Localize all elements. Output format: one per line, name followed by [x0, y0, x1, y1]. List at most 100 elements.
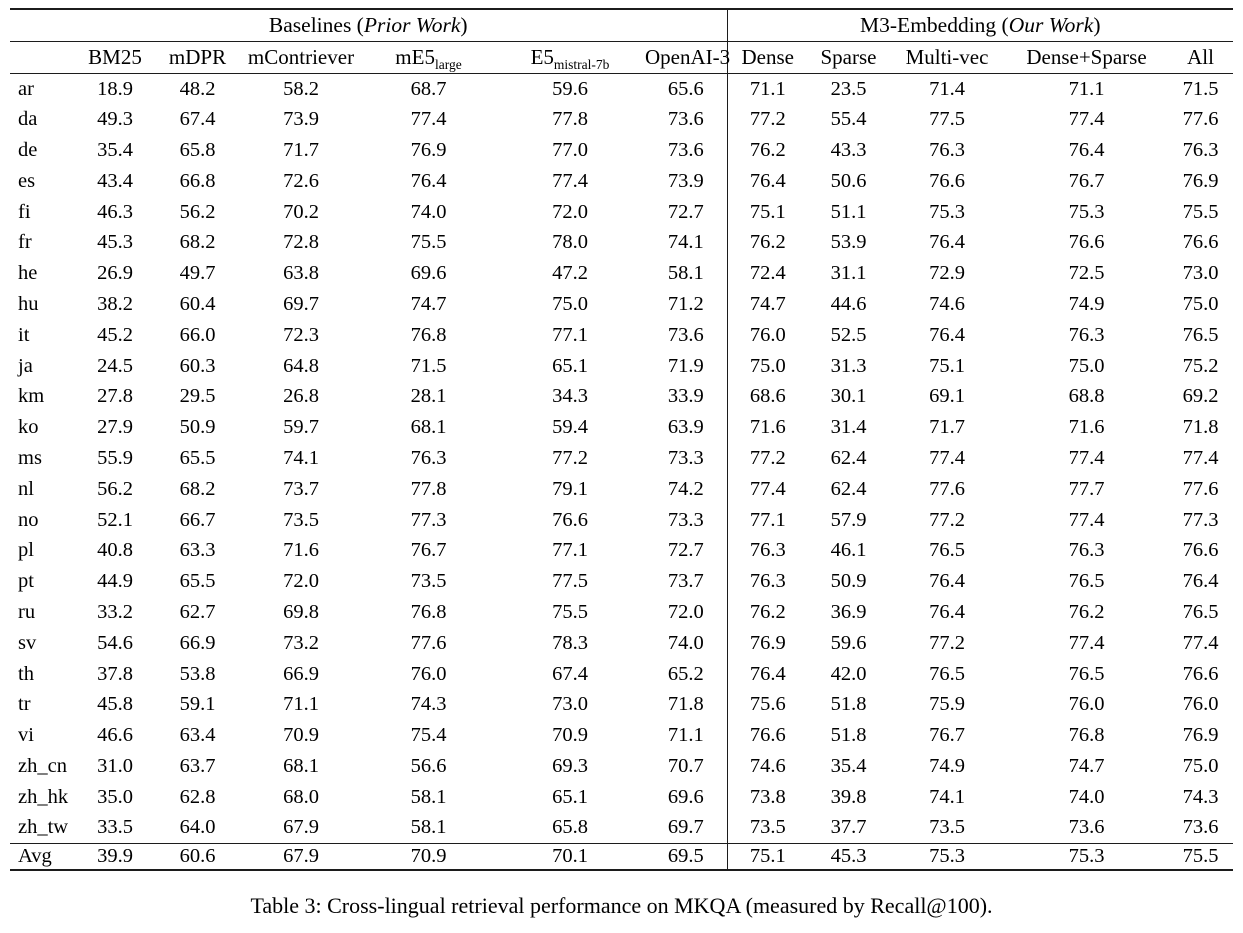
cell-zh_tw-openai3: 69.7 — [667, 816, 704, 839]
cell-ja-mcontriever: 64.8 — [283, 354, 319, 377]
cell-ko-me5: 68.1 — [410, 416, 447, 439]
cell-zh_hk-openai3: 69.6 — [667, 785, 704, 808]
column-header-bm25: BM25 — [75, 41, 155, 74]
cell-tr-bm25: 45.8 — [97, 693, 133, 716]
cell-es-openai3: 73.9 — [667, 169, 704, 192]
cell-hu-dense: 74.7 — [726, 289, 808, 320]
cell-zh_tw-mdpr: 64.0 — [179, 816, 216, 839]
cell-da-densesparse: 77.4 — [1068, 108, 1105, 131]
cell-fi-dense: 75.1 — [726, 196, 808, 228]
cell-nl-all: 77.6 — [1182, 477, 1219, 500]
table-row-de: de 35.4 65.8 71.7 76.9 77.0 73.6 76.2 43.3 76.3 76… — [10, 135, 1233, 166]
cell-Avg-bm25: 39.9 — [75, 842, 155, 871]
cell-da-mcontriever: 73.9 — [283, 108, 319, 131]
row-label: de — [18, 138, 38, 161]
table-row-pt: pt 44.9 65.5 72.0 73.5 77.5 73.7 76.3 50.9 76.4 76… — [10, 566, 1233, 598]
cell-vi-e5: 70.9 — [552, 724, 588, 747]
cell-de-densesparse: 76.4 — [1068, 138, 1105, 161]
cell-pt-mcontriever: 72.0 — [283, 570, 319, 593]
cell-km-all: 69.2 — [1182, 385, 1219, 408]
cell-ru-e5: 75.5 — [552, 600, 588, 623]
column-header-mdpr: mDPR — [155, 41, 240, 74]
column-header-mcontriever: mContriever — [240, 41, 362, 74]
table-row-fi: fi 46.3 56.2 70.2 74.0 72.0 72.7 75.1 51.1 75.3 75… — [10, 196, 1233, 228]
cell-zh_tw-densesparse: 73.6 — [1068, 816, 1105, 839]
cell-Avg-mdpr: 60.6 — [155, 842, 240, 871]
cell-es-mcontriever: 72.6 — [283, 169, 319, 192]
cell-no-multivec: 77.2 — [929, 508, 965, 531]
cell-da-openai3: 73.6 — [667, 108, 704, 131]
cell-fi-mcontriever: 70.2 — [283, 200, 319, 223]
cell-hu-densesparse: 74.9 — [1068, 292, 1105, 315]
table-row-ja: ja 24.5 60.3 64.8 71.5 65.1 71.9 75.0 31.3 75.1 75… — [10, 350, 1233, 382]
cell-vi-openai3: 71.1 — [667, 724, 704, 747]
table-caption: Table 3: Cross-lingual retrieval perform… — [250, 893, 993, 918]
cell-th-all: 76.6 — [1182, 662, 1219, 685]
cell-hu-all: 75.0 — [1182, 292, 1219, 315]
cell-Avg-dense: 75.1 — [726, 842, 808, 871]
cell-ms-openai3: 73.3 — [667, 446, 704, 469]
table-row-da: da 49.3 67.4 73.9 77.4 77.8 73.6 77.2 55.4 77.5 77… — [10, 104, 1233, 136]
cell-sv-all: 77.4 — [1182, 631, 1219, 654]
cell-tr-openai3: 71.8 — [667, 693, 704, 716]
cell-fi-sparse: 51.1 — [830, 200, 867, 223]
cell-he-mdpr: 49.7 — [179, 262, 216, 285]
column-header-me5: mE5large — [362, 41, 495, 74]
cell-ru-mcontriever: 69.8 — [283, 600, 319, 623]
cell-it-bm25: 45.2 — [97, 323, 133, 346]
cell-pt-multivec: 76.4 — [929, 570, 965, 593]
cell-ko-all: 71.8 — [1182, 416, 1219, 439]
cell-ko-openai3: 63.9 — [667, 416, 704, 439]
row-label: vi — [18, 724, 34, 747]
cell-no-openai3: 73.3 — [667, 508, 704, 531]
cell-nl-densesparse: 77.7 — [1068, 477, 1105, 500]
cell-ru-all: 76.5 — [1182, 600, 1219, 623]
cell-zh_cn-multivec: 74.9 — [929, 754, 965, 777]
cell-ja-me5: 71.5 — [410, 354, 447, 377]
cell-ar-sparse: 23.5 — [830, 77, 867, 100]
row-label: ar — [18, 77, 34, 100]
cell-it-all: 76.5 — [1182, 323, 1219, 346]
cell-ru-multivec: 76.4 — [929, 600, 965, 623]
cell-ar-dense: 71.1 — [726, 73, 808, 105]
cell-pt-e5: 77.5 — [552, 570, 588, 593]
cell-nl-sparse: 62.4 — [830, 477, 867, 500]
cell-zh_hk-mdpr: 62.8 — [179, 785, 216, 808]
row-label: fr — [18, 231, 32, 254]
row-label: es — [18, 169, 36, 192]
cell-tr-mdpr: 59.1 — [179, 693, 216, 716]
cell-hu-openai3: 71.2 — [667, 292, 704, 315]
cell-nl-e5: 79.1 — [552, 477, 588, 500]
table-row-zh_cn: zh_cn 31.0 63.7 68.1 56.6 69.3 70.7 74.6 35.4 74.… — [10, 751, 1233, 782]
cell-zh_cn-bm25: 31.0 — [97, 754, 133, 777]
cell-pl-dense: 76.3 — [726, 535, 808, 567]
cell-no-me5: 77.3 — [410, 508, 447, 531]
row-label: sv — [18, 631, 37, 654]
cell-km-dense: 68.6 — [726, 381, 808, 413]
cell-he-bm25: 26.9 — [97, 262, 133, 285]
cell-he-dense: 72.4 — [726, 258, 808, 290]
cell-fr-mdpr: 68.2 — [179, 231, 216, 254]
row-label: ja — [18, 354, 33, 377]
cell-pt-densesparse: 76.5 — [1068, 570, 1105, 593]
cell-ja-dense: 75.0 — [726, 350, 808, 382]
cell-tr-all: 76.0 — [1182, 693, 1219, 716]
cell-hu-sparse: 44.6 — [830, 292, 867, 315]
cell-ja-bm25: 24.5 — [97, 354, 133, 377]
cell-vi-dense: 76.6 — [726, 720, 808, 752]
column-header-multivec: Multi-vec — [889, 41, 1005, 74]
cell-nl-openai3: 74.2 — [667, 477, 704, 500]
cell-it-multivec: 76.4 — [929, 323, 965, 346]
table-row-nl: nl 56.2 68.2 73.7 77.8 79.1 74.2 77.4 62.4 77.6 77… — [10, 473, 1233, 505]
cell-de-mcontriever: 71.7 — [283, 138, 319, 161]
row-label: pt — [18, 570, 34, 593]
row-label: he — [18, 262, 38, 285]
cell-fi-densesparse: 75.3 — [1068, 200, 1105, 223]
cell-de-multivec: 76.3 — [929, 138, 965, 161]
cell-zh_cn-mcontriever: 68.1 — [283, 754, 319, 777]
table-row-vi: vi 46.6 63.4 70.9 75.4 70.9 71.1 76.6 51.8 76.7 76… — [10, 720, 1233, 752]
row-label: it — [18, 323, 30, 346]
cell-Avg-mcontriever: 67.9 — [240, 842, 362, 871]
cell-tr-me5: 74.3 — [410, 693, 447, 716]
column-header-densesparse: Dense+Sparse — [1005, 41, 1168, 74]
